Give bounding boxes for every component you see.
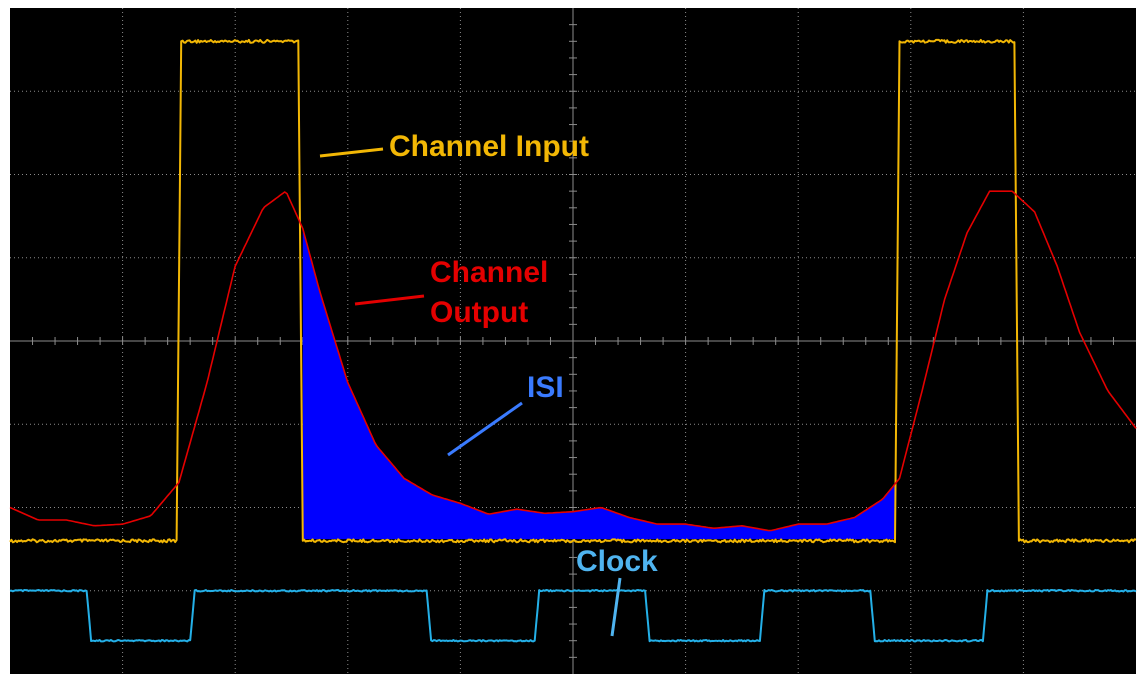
series-channel-input	[9, 38, 1137, 544]
grid	[10, 8, 1136, 674]
isi-leader	[447, 401, 523, 457]
channel-input-leader	[319, 147, 384, 158]
channel-output-label-line2: Output	[430, 296, 528, 329]
channel-input-label: Channel Input	[389, 130, 589, 163]
annotations: Channel Input Channel Output ISI Clock	[319, 130, 658, 637]
isi-region	[302, 228, 895, 540]
channel-output-leader	[354, 294, 425, 306]
channel-output-label-line1: Channel	[430, 256, 548, 289]
series-channel-output	[9, 190, 1137, 532]
clock-leader	[610, 577, 622, 637]
isi-label: ISI	[527, 371, 564, 404]
clock-label: Clock	[576, 545, 658, 578]
series-clock	[9, 589, 1137, 643]
